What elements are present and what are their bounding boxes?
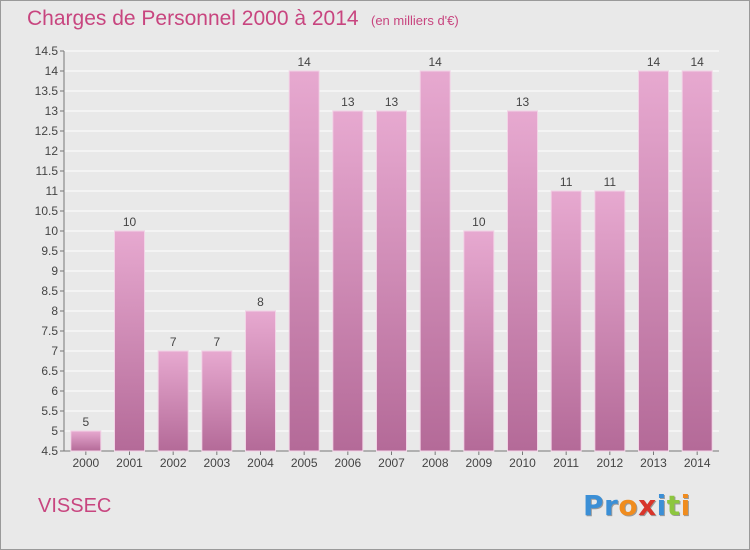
bar-value-label: 14 <box>428 55 442 69</box>
x-tick-label: 2005 <box>291 456 318 470</box>
logo-letter: t <box>666 489 681 522</box>
x-tick-label: 2004 <box>247 456 274 470</box>
x-tick-label: 2007 <box>378 456 405 470</box>
bar-value-label: 13 <box>341 95 355 109</box>
y-tick-label: 5 <box>51 424 58 438</box>
bar-value-label: 5 <box>82 415 89 429</box>
logo-letter: o <box>618 489 639 522</box>
bar-value-label: 14 <box>297 55 311 69</box>
x-tick-label: 2009 <box>465 456 492 470</box>
x-tick-label: 2011 <box>553 456 579 470</box>
bar-2001 <box>114 230 145 452</box>
y-tick-label: 14.5 <box>35 44 59 58</box>
bar-2014 <box>681 70 713 452</box>
y-tick-label: 9 <box>51 264 58 278</box>
bar-2009 <box>463 230 495 452</box>
bar-value-label: 14 <box>647 55 661 69</box>
bar-2003 <box>201 350 233 452</box>
bar-value-label: 7 <box>170 335 177 349</box>
y-tick-label: 8 <box>51 304 58 318</box>
bar-2000 <box>70 430 102 452</box>
bar-value-label: 10 <box>472 215 486 229</box>
bar-value-label: 13 <box>516 95 530 109</box>
proxiti-logo[interactable]: Proxiti <box>583 489 691 522</box>
bar-value-label: 10 <box>123 215 137 229</box>
bar-2011 <box>550 190 582 452</box>
bar-2002 <box>157 350 189 452</box>
place-name: VISSEC <box>38 495 112 517</box>
y-tick-label: 6 <box>51 384 58 398</box>
bar-2005 <box>288 70 320 452</box>
x-tick-label: 2013 <box>640 456 667 470</box>
x-tick-label: 2000 <box>72 456 99 470</box>
x-tick-label: 2001 <box>116 456 143 470</box>
bar-value-label: 11 <box>560 175 573 189</box>
y-tick-label: 12 <box>45 144 59 158</box>
y-tick-label: 13.5 <box>35 84 59 98</box>
logo-letter: x <box>638 489 657 522</box>
bar-value-label: 13 <box>385 95 399 109</box>
y-tick-label: 9.5 <box>41 244 58 258</box>
x-tick-label: 2006 <box>334 456 361 470</box>
x-tick-label: 2002 <box>160 456 187 470</box>
bar-2008 <box>419 70 451 452</box>
x-tick-label: 2012 <box>596 456 623 470</box>
logo-letter: P <box>583 489 605 522</box>
chart-title: Charges de Personnel 2000 à 2014 <box>27 7 359 30</box>
y-tick-label: 11 <box>46 184 59 198</box>
y-tick-label: 5.5 <box>41 404 58 418</box>
bar-2012 <box>594 190 626 452</box>
x-tick-label: 2008 <box>422 456 449 470</box>
bar-value-label: 14 <box>690 55 704 69</box>
bars <box>70 70 713 452</box>
bar-2004 <box>245 310 276 452</box>
y-tick-label: 12.5 <box>35 124 59 138</box>
labels: 4.5 5 5.5 6 6.5 7 7.5 8 8.5 9 9.5 10 10.5 11 11.5 12 12.… <box>35 44 711 470</box>
y-tick-label: 13 <box>45 104 59 118</box>
bar-value-label: 7 <box>213 335 220 349</box>
bar-chart: 4.5 5 5.5 6 6.5 7 7.5 8 8.5 9 9.5 10 10.5 11 11.5 12 12.… <box>35 44 719 470</box>
x-tick-label: 2010 <box>509 456 536 470</box>
y-tick-label: 6.5 <box>41 364 58 378</box>
bar-2013 <box>638 70 669 452</box>
y-tick-label: 10.5 <box>35 204 59 218</box>
bar-2007 <box>376 110 407 452</box>
y-tick-label: 7.5 <box>41 324 58 338</box>
bar-2006 <box>332 110 364 452</box>
logo-letter: r <box>604 489 619 522</box>
y-tick-label: 4.5 <box>41 444 58 458</box>
logo-letter: i <box>680 489 691 522</box>
y-tick-label: 10 <box>45 224 59 238</box>
y-tick-label: 7 <box>51 344 58 358</box>
x-tick-label: 2003 <box>203 456 230 470</box>
bar-2010 <box>507 110 538 452</box>
y-tick-label: 11.5 <box>36 164 59 178</box>
chart-unit: (en milliers d'€) <box>371 13 459 28</box>
y-tick-label: 14 <box>45 64 59 78</box>
bar-value-label: 11 <box>604 175 617 189</box>
bar-value-label: 8 <box>257 295 264 309</box>
x-tick-label: 2014 <box>684 456 711 470</box>
logo-letter: i <box>656 489 667 522</box>
y-tick-label: 8.5 <box>41 284 58 298</box>
